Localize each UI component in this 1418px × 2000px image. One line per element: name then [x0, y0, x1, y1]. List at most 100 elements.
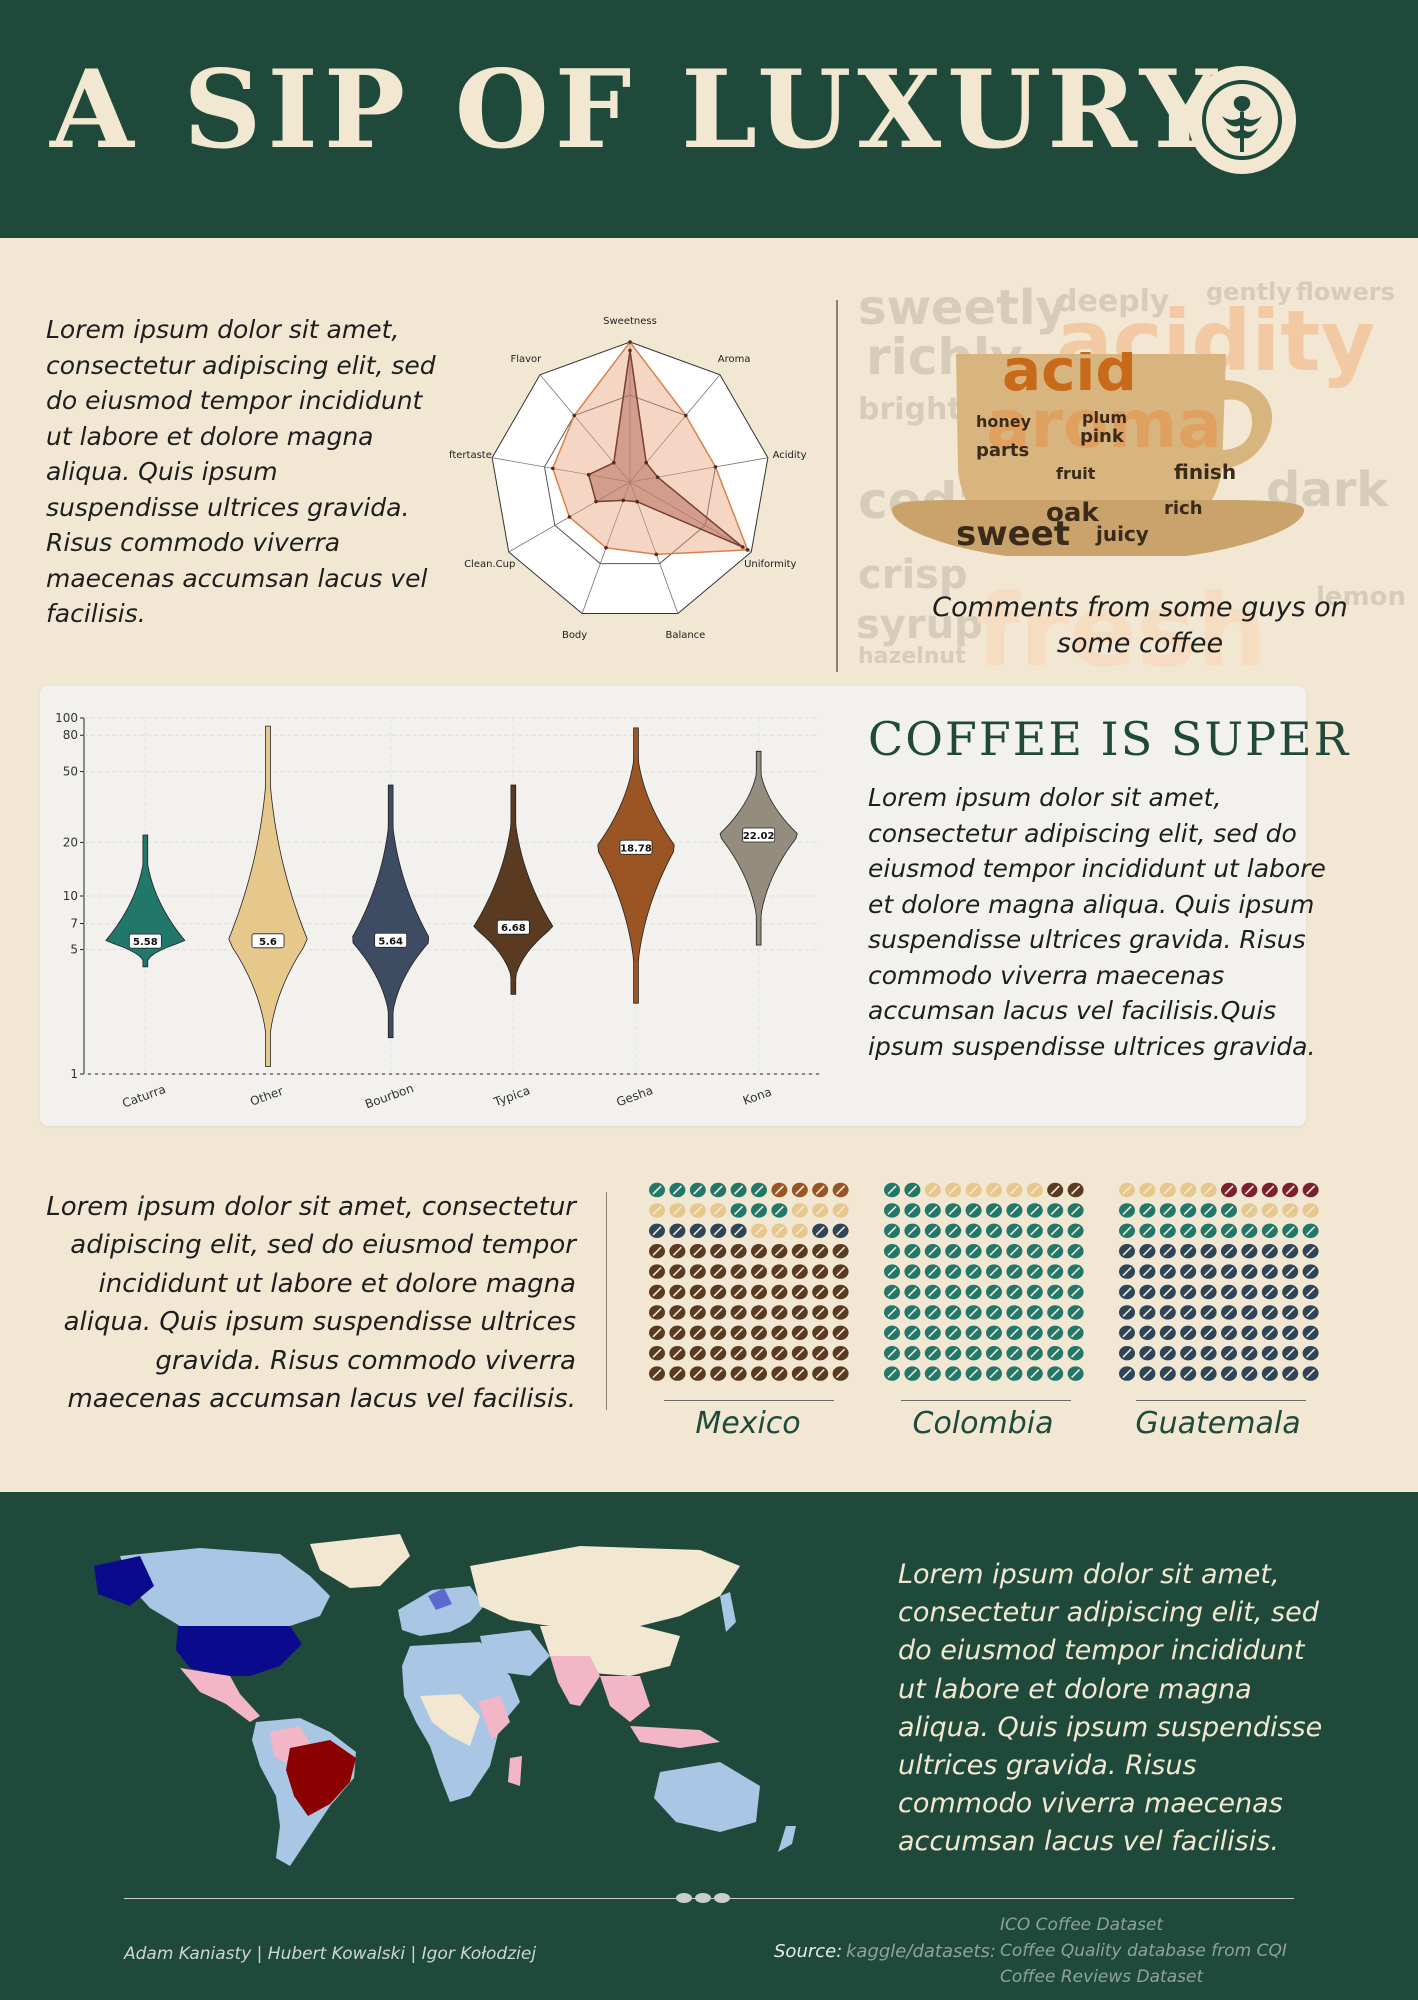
- coffee-bean-icon: [986, 1182, 1002, 1198]
- coffee-bean-icon: [791, 1366, 808, 1381]
- coffee-bean-icon: [812, 1284, 829, 1300]
- coffee-bean-icon: [832, 1182, 849, 1198]
- coffee-bean-icon: [1221, 1325, 1237, 1340]
- coffee-bean-icon: [649, 1244, 665, 1259]
- coffee-bean-icon: [689, 1346, 706, 1361]
- radar-axis-label: Acidity: [773, 450, 807, 461]
- wordcloud-word: fresh: [976, 572, 1268, 672]
- coffee-bean-icon: [1119, 1203, 1135, 1218]
- coffee-bean-icon: [1026, 1366, 1043, 1381]
- coffee-bean-icon: [710, 1305, 727, 1320]
- country-underline: [1136, 1400, 1306, 1401]
- radar-point: [628, 348, 632, 353]
- coffee-bean-icon: [1119, 1325, 1135, 1340]
- violin-text: Lorem ipsum dolor sit amet, consectetur …: [868, 783, 1326, 1061]
- coffee-bean-icon: [1006, 1264, 1023, 1279]
- coffee-bean-icon: [965, 1366, 982, 1381]
- coffee-bean-icon: [904, 1325, 921, 1340]
- coffee-bean-icon: [771, 1203, 788, 1218]
- coffee-bean-icon: [1026, 1346, 1043, 1361]
- coffee-bean-icon: [1159, 1244, 1176, 1259]
- coffee-bean-icon: [986, 1284, 1002, 1300]
- wordcloud-word: juicy: [1096, 522, 1149, 546]
- coffee-bean-icon: [1026, 1223, 1043, 1238]
- violin-median-label: 5.58: [133, 937, 158, 948]
- coffee-bean-icon: [884, 1223, 900, 1238]
- coffee-bean-icon: [1119, 1244, 1135, 1259]
- violin-shape: [228, 725, 308, 1068]
- coffee-bean-icon: [924, 1366, 941, 1381]
- coffee-bean-icon: [1282, 1244, 1299, 1259]
- page-title: A SIP OF LUXURY: [50, 47, 1223, 173]
- coffee-bean-icon: [1302, 1244, 1319, 1259]
- coffee-bean-icon: [1241, 1325, 1258, 1340]
- coffee-bean-icon: [884, 1182, 900, 1198]
- coffee-bean-icon: [1047, 1264, 1064, 1279]
- coffee-bean-icon: [965, 1244, 982, 1259]
- coffee-bean-icon: [945, 1284, 962, 1300]
- coffee-bean-icon: [1180, 1182, 1197, 1198]
- coffee-bean-icon: [832, 1325, 849, 1340]
- coffee-bean-icon: [1282, 1182, 1299, 1198]
- coffee-bean-icon: [812, 1305, 829, 1320]
- source-site: kaggle/datasets:: [846, 1941, 996, 1962]
- dataset-name: ICO Coffee Dataset: [1000, 1915, 1164, 1935]
- coffee-bean-icon: [1006, 1325, 1023, 1340]
- coffee-bean-icon: [649, 1325, 665, 1340]
- coffee-bean-icon: [1241, 1203, 1258, 1218]
- coffee-bean-icon: [1302, 1203, 1319, 1218]
- coffee-bean-icon: [1180, 1223, 1197, 1238]
- coffee-bean-icon: [1200, 1305, 1217, 1320]
- radar-labels: Sweetness Aroma Acidity Uniformity Balance Bo…: [449, 316, 807, 641]
- coffee-bean-icon: [1026, 1203, 1043, 1218]
- coffee-bean-icon: [730, 1325, 747, 1340]
- coffee-bean-icon: [1241, 1284, 1258, 1300]
- coffee-bean-icon: [1119, 1264, 1135, 1279]
- section-divider: [606, 1192, 607, 1410]
- coffee-bean-icon: [1067, 1346, 1084, 1361]
- coffee-bean-icon: [689, 1325, 706, 1340]
- coffee-bean-icon: [751, 1305, 767, 1320]
- coffee-bean-icon: [945, 1223, 962, 1238]
- coffee-bean-icon: [832, 1366, 849, 1381]
- coffee-bean-icon: [1006, 1203, 1023, 1218]
- coffee-bean-icon: [1200, 1244, 1217, 1259]
- coffee-bean-icon: [1139, 1346, 1156, 1361]
- wordcloud-word: sweetly: [858, 280, 1067, 336]
- coffee-bean-icon: [832, 1223, 849, 1238]
- violin-ytick-label: 50: [63, 765, 78, 779]
- violin-category-label: Bourbon: [363, 1081, 415, 1111]
- coffee-bean-icon: [730, 1305, 747, 1320]
- coffee-bean-icon: [1047, 1325, 1064, 1340]
- violin-ytick-label: 10: [63, 889, 78, 903]
- radar-point: [612, 460, 616, 465]
- coffee-bean-icon: [649, 1305, 665, 1320]
- coffee-beans-icon: [676, 1893, 730, 1903]
- coffee-bean-icon: [884, 1284, 900, 1300]
- violin-category-label: Other: [248, 1084, 285, 1109]
- coffee-bean-icon: [730, 1244, 747, 1259]
- coffee-bean-icon: [710, 1182, 727, 1198]
- coffee-bean-icon: [904, 1284, 921, 1300]
- coffee-bean-icon: [1159, 1346, 1176, 1361]
- cup-words: acid aroma fruit honey plum pink parts o…: [946, 352, 1246, 552]
- coffee-bean-icon: [1026, 1325, 1043, 1340]
- coffee-bean-icon: [689, 1264, 706, 1279]
- radar-axis-label: Sweetness: [603, 316, 657, 327]
- coffee-bean-icon: [1302, 1182, 1319, 1198]
- coffee-bean-icon: [649, 1182, 665, 1198]
- coffee-bean-icon: [751, 1182, 767, 1198]
- violin-category-label: Kona: [741, 1085, 774, 1108]
- coffee-bean-icon: [1221, 1182, 1237, 1198]
- source-label: Source:: [774, 1941, 843, 1962]
- wordcloud-word: crisp: [858, 552, 968, 598]
- coffee-bean-icon: [1026, 1305, 1043, 1320]
- coffee-bean-icon: [945, 1182, 962, 1198]
- coffee-bean-icon: [1241, 1264, 1258, 1279]
- coffee-bean-icon: [1180, 1264, 1197, 1279]
- violin-category-label: Gesha: [614, 1083, 654, 1109]
- coffee-bean-icon: [1047, 1182, 1064, 1198]
- coffee-bean-icon: [1302, 1264, 1319, 1279]
- coffee-bean-icon: [771, 1264, 788, 1279]
- coffee-bean-icon: [669, 1284, 686, 1300]
